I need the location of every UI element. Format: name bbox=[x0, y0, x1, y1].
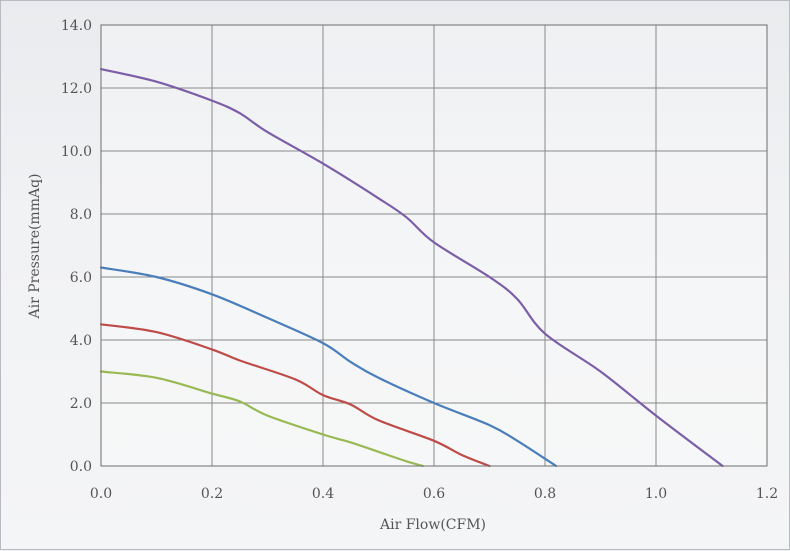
y-tick-label: 6.0 bbox=[70, 270, 92, 286]
plot-border bbox=[100, 24, 768, 467]
x-tick-label: 0.2 bbox=[201, 486, 223, 502]
y-tick-label: 4.0 bbox=[70, 333, 92, 349]
x-tick-label: 1.0 bbox=[645, 486, 667, 502]
series-line-3 bbox=[99, 323, 491, 468]
x-tick-label: 0.8 bbox=[534, 486, 556, 502]
y-axis-title: Air Pressure(mmAq) bbox=[27, 173, 43, 319]
y-tick-label: 14.0 bbox=[61, 18, 92, 34]
axis-layer: 0.0 0.2 0.4 0.6 0.8 1.0 1.2 0.0 2.0 4.0 6.0 8.0 10.0… bbox=[61, 18, 778, 502]
x-axis-title: Air Flow(CFM) bbox=[379, 517, 486, 533]
series-layer bbox=[99, 68, 724, 468]
x-tick-label: 1.2 bbox=[756, 486, 778, 502]
grid-layer bbox=[100, 24, 768, 467]
series-line-1 bbox=[99, 68, 724, 468]
y-tick-label: 2.0 bbox=[70, 396, 92, 412]
y-tick-label: 8.0 bbox=[70, 207, 92, 223]
series-line-4 bbox=[99, 370, 424, 468]
y-tick-label: 12.0 bbox=[61, 81, 92, 97]
x-tick-label: 0.4 bbox=[312, 486, 334, 502]
y-tick-label: 10.0 bbox=[61, 144, 92, 160]
y-tick-label: 0.0 bbox=[70, 459, 92, 475]
series-line-2 bbox=[99, 266, 558, 468]
x-tick-label: 0.0 bbox=[90, 486, 112, 502]
x-tick-label: 0.6 bbox=[423, 486, 445, 502]
